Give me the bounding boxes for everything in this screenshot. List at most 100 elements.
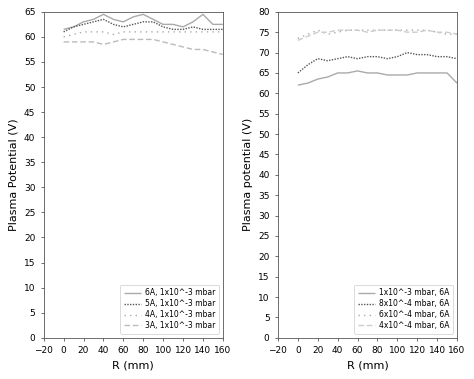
Legend: 1x10^-3 mbar, 6A, 8x10^-4 mbar, 6A, 6x10^-4 mbar, 6A, 4x10^-4 mbar, 6A: 1x10^-3 mbar, 6A, 8x10^-4 mbar, 6A, 6x10… [355, 285, 453, 334]
4A, 1x10^-3 mbar [220, 30, 226, 34]
8x10^-4 mbar, 6A [394, 54, 400, 59]
6A, 1x10^-3 mbar [130, 14, 136, 19]
4x10^-4 mbar, 6A [404, 30, 410, 34]
3A, 1x10^-3 mbar [170, 42, 176, 47]
6A, 1x10^-3 mbar [71, 25, 76, 29]
3A, 1x10^-3 mbar [91, 40, 96, 44]
3A, 1x10^-3 mbar [180, 45, 186, 49]
4x10^-4 mbar, 6A [305, 34, 310, 39]
5A, 1x10^-3 mbar [110, 22, 116, 27]
X-axis label: R (mm): R (mm) [112, 361, 154, 371]
6x10^-4 mbar, 6A [335, 30, 340, 34]
6x10^-4 mbar, 6A [414, 28, 420, 33]
Line: 4x10^-4 mbar, 6A: 4x10^-4 mbar, 6A [298, 30, 457, 40]
Line: 6A, 1x10^-3 mbar: 6A, 1x10^-3 mbar [64, 14, 223, 30]
8x10^-4 mbar, 6A [404, 50, 410, 55]
5A, 1x10^-3 mbar [130, 22, 136, 27]
3A, 1x10^-3 mbar [71, 40, 76, 44]
6A, 1x10^-3 mbar [120, 20, 126, 24]
3A, 1x10^-3 mbar [130, 37, 136, 42]
5A, 1x10^-3 mbar [150, 20, 156, 24]
4x10^-4 mbar, 6A [365, 30, 370, 34]
1x10^-3 mbar, 6A [305, 81, 310, 85]
6A, 1x10^-3 mbar [170, 22, 176, 27]
4A, 1x10^-3 mbar [91, 30, 96, 34]
1x10^-3 mbar, 6A [355, 69, 360, 73]
5A, 1x10^-3 mbar [61, 30, 66, 34]
4x10^-4 mbar, 6A [295, 38, 301, 42]
4x10^-4 mbar, 6A [335, 28, 340, 33]
3A, 1x10^-3 mbar [110, 40, 116, 44]
X-axis label: R (mm): R (mm) [346, 361, 388, 371]
4A, 1x10^-3 mbar [150, 30, 156, 34]
6x10^-4 mbar, 6A [424, 28, 430, 33]
6x10^-4 mbar, 6A [305, 32, 310, 36]
1x10^-3 mbar, 6A [454, 81, 460, 85]
4A, 1x10^-3 mbar [71, 32, 76, 37]
8x10^-4 mbar, 6A [454, 56, 460, 61]
Line: 8x10^-4 mbar, 6A: 8x10^-4 mbar, 6A [298, 53, 457, 73]
4x10^-4 mbar, 6A [454, 32, 460, 36]
1x10^-3 mbar, 6A [384, 73, 390, 77]
4x10^-4 mbar, 6A [315, 30, 320, 34]
1x10^-3 mbar, 6A [325, 75, 330, 79]
3A, 1x10^-3 mbar [140, 37, 146, 42]
6A, 1x10^-3 mbar [150, 17, 156, 22]
6x10^-4 mbar, 6A [374, 28, 380, 33]
5A, 1x10^-3 mbar [200, 27, 206, 32]
1x10^-3 mbar, 6A [374, 70, 380, 75]
6x10^-4 mbar, 6A [365, 28, 370, 33]
5A, 1x10^-3 mbar [81, 22, 86, 27]
Line: 5A, 1x10^-3 mbar: 5A, 1x10^-3 mbar [64, 19, 223, 32]
8x10^-4 mbar, 6A [335, 56, 340, 61]
3A, 1x10^-3 mbar [190, 47, 196, 52]
6x10^-4 mbar, 6A [384, 28, 390, 33]
8x10^-4 mbar, 6A [345, 54, 350, 59]
8x10^-4 mbar, 6A [355, 56, 360, 61]
8x10^-4 mbar, 6A [434, 54, 440, 59]
8x10^-4 mbar, 6A [414, 52, 420, 57]
3A, 1x10^-3 mbar [210, 50, 216, 54]
4x10^-4 mbar, 6A [345, 28, 350, 33]
1x10^-3 mbar, 6A [444, 70, 450, 75]
4x10^-4 mbar, 6A [434, 30, 440, 34]
1x10^-3 mbar, 6A [424, 70, 430, 75]
4x10^-4 mbar, 6A [424, 28, 430, 33]
4A, 1x10^-3 mbar [160, 30, 166, 34]
4A, 1x10^-3 mbar [140, 30, 146, 34]
4x10^-4 mbar, 6A [444, 30, 450, 34]
4A, 1x10^-3 mbar [61, 34, 66, 39]
Y-axis label: Plasma potential (V): Plasma potential (V) [243, 118, 253, 232]
1x10^-3 mbar, 6A [434, 70, 440, 75]
8x10^-4 mbar, 6A [325, 58, 330, 63]
8x10^-4 mbar, 6A [384, 56, 390, 61]
Line: 1x10^-3 mbar, 6A: 1x10^-3 mbar, 6A [298, 71, 457, 85]
5A, 1x10^-3 mbar [120, 25, 126, 29]
8x10^-4 mbar, 6A [424, 52, 430, 57]
1x10^-3 mbar, 6A [404, 73, 410, 77]
4A, 1x10^-3 mbar [170, 30, 176, 34]
4A, 1x10^-3 mbar [120, 30, 126, 34]
6A, 1x10^-3 mbar [140, 12, 146, 17]
6A, 1x10^-3 mbar [61, 27, 66, 32]
5A, 1x10^-3 mbar [160, 25, 166, 29]
5A, 1x10^-3 mbar [180, 27, 186, 32]
8x10^-4 mbar, 6A [374, 54, 380, 59]
6A, 1x10^-3 mbar [180, 25, 186, 29]
5A, 1x10^-3 mbar [100, 17, 106, 22]
3A, 1x10^-3 mbar [100, 42, 106, 47]
4x10^-4 mbar, 6A [384, 28, 390, 33]
3A, 1x10^-3 mbar [220, 52, 226, 57]
5A, 1x10^-3 mbar [190, 25, 196, 29]
4A, 1x10^-3 mbar [200, 30, 206, 34]
3A, 1x10^-3 mbar [200, 47, 206, 52]
6A, 1x10^-3 mbar [110, 17, 116, 22]
4x10^-4 mbar, 6A [355, 28, 360, 33]
6x10^-4 mbar, 6A [444, 32, 450, 36]
4x10^-4 mbar, 6A [325, 30, 330, 34]
5A, 1x10^-3 mbar [91, 20, 96, 24]
3A, 1x10^-3 mbar [150, 37, 156, 42]
1x10^-3 mbar, 6A [365, 70, 370, 75]
6A, 1x10^-3 mbar [91, 17, 96, 22]
6A, 1x10^-3 mbar [210, 22, 216, 27]
